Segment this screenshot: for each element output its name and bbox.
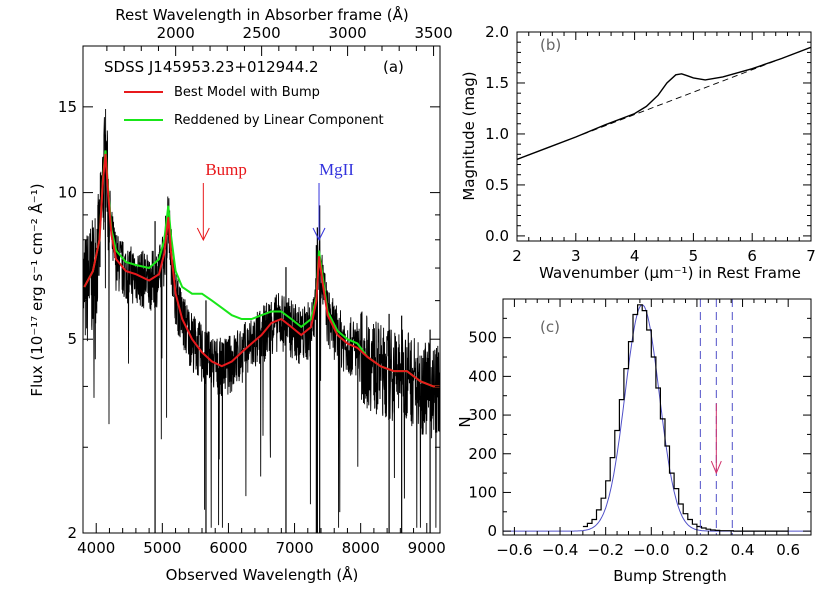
b-y-tick-label: 0.0	[485, 227, 509, 245]
top-tick-label: 3000	[329, 24, 367, 42]
top-tick-label: 2000	[157, 24, 195, 42]
x-tick-label: 5000	[143, 539, 181, 557]
b-x-tick-label: 6	[747, 247, 757, 265]
y-tick-label: 5	[67, 330, 77, 348]
linear-extinction-dashed	[517, 46, 811, 160]
panel-b-frame	[516, 31, 812, 242]
observed-spectrum-line	[83, 108, 440, 533]
panel-a-object-name: SDSS J145953.23+012944.2	[104, 58, 319, 76]
panel-c-letter: (c)	[540, 318, 560, 336]
arrow-bump-head	[196, 227, 210, 242]
c-x-tick-label: −0.0	[633, 541, 669, 559]
b-x-tick-label: 2	[512, 247, 522, 265]
b-x-tick-label: 4	[630, 247, 640, 265]
panel-a-letter: (a)	[383, 58, 404, 76]
panel-a-ylabel: Flux (10⁻¹⁷ erg s⁻¹ cm⁻² Å⁻¹)	[27, 183, 46, 396]
b-y-tick-label: 0.5	[485, 176, 509, 194]
panel-c-histogram: −0.6 −0.4 −0.2 −0.0 0.2 0.4 0.6 0 100 200 300 400 5…	[456, 298, 812, 585]
x-tick-label: 9000	[408, 539, 446, 557]
arrow-mgii-head	[312, 227, 326, 242]
c-x-tick-label: −0.4	[542, 541, 578, 559]
arrow-label-mgii: MgII	[319, 160, 354, 179]
series-best-model	[83, 153, 440, 388]
c-y-tick-label: 100	[468, 483, 497, 501]
legend-label-linear: Reddened by Linear Component	[174, 113, 384, 128]
c-x-tick-label: 0.2	[685, 541, 709, 559]
panel-b-extinction-curve: 2 3 4 5 6 7 0.0 0.5 1.0 1.5 2.0 (b) Wavenumber (μ…	[460, 23, 816, 282]
b-y-tick-label: 1.5	[485, 74, 509, 92]
panel-b-xlabel: Wavenumber (μm⁻¹) in Rest Frame	[539, 264, 801, 282]
gaussian-fit-curve	[503, 304, 810, 532]
histogram-steps	[582, 304, 789, 532]
panel-a-top-xlabel: Rest Wavelength in Absorber frame (Å)	[115, 5, 408, 24]
b-x-tick-label: 7	[806, 247, 816, 265]
top-tick-label: 3500	[414, 24, 452, 42]
b-y-tick-label: 2.0	[485, 23, 509, 41]
c-y-tick-label: 200	[468, 445, 497, 463]
y-tick-label: 2	[67, 524, 77, 542]
c-y-tick-label: 400	[468, 367, 497, 385]
b-y-tick-label: 1.0	[485, 125, 509, 143]
panel-b-ylabel: Magnitude (mag)	[460, 71, 478, 200]
c-y-tick-label: 0	[487, 522, 497, 540]
observed-spectrum-path	[83, 108, 440, 528]
top-tick-label: 2500	[243, 24, 281, 42]
b-x-tick-label: 3	[571, 247, 581, 265]
arrow-label-bump: Bump	[205, 160, 247, 179]
y-tick-label: 15	[58, 98, 77, 116]
c-x-tick-label: −0.6	[496, 541, 532, 559]
measured-bump-arrow-head	[710, 460, 722, 475]
c-x-tick-label: 0.4	[731, 541, 755, 559]
panel-a-spectrum: 4000 5000 6000 7000 8000 9000 2000 2500 3000 350…	[27, 5, 453, 584]
x-tick-label: 8000	[342, 539, 380, 557]
series-linear-component	[83, 150, 440, 388]
x-tick-label: 6000	[209, 539, 247, 557]
c-y-tick-label: 500	[468, 329, 497, 347]
panel-c-frame	[502, 298, 812, 536]
c-x-tick-label: 0.6	[776, 541, 800, 559]
extinction-curve-with-bump	[517, 46, 811, 161]
legend-label-best-model: Best Model with Bump	[174, 85, 320, 100]
panel-a-xlabel: Observed Wavelength (Å)	[166, 565, 359, 584]
y-tick-label: 10	[58, 184, 77, 202]
panel-c-xlabel: Bump Strength	[613, 567, 727, 585]
c-y-tick-label: 300	[468, 406, 497, 424]
x-tick-label: 7000	[275, 539, 313, 557]
panel-b-letter: (b)	[540, 36, 561, 54]
panel-c-ylabel: N	[456, 416, 474, 427]
x-tick-label: 4000	[77, 539, 115, 557]
c-x-tick-label: −0.2	[587, 541, 623, 559]
b-x-tick-label: 5	[689, 247, 699, 265]
